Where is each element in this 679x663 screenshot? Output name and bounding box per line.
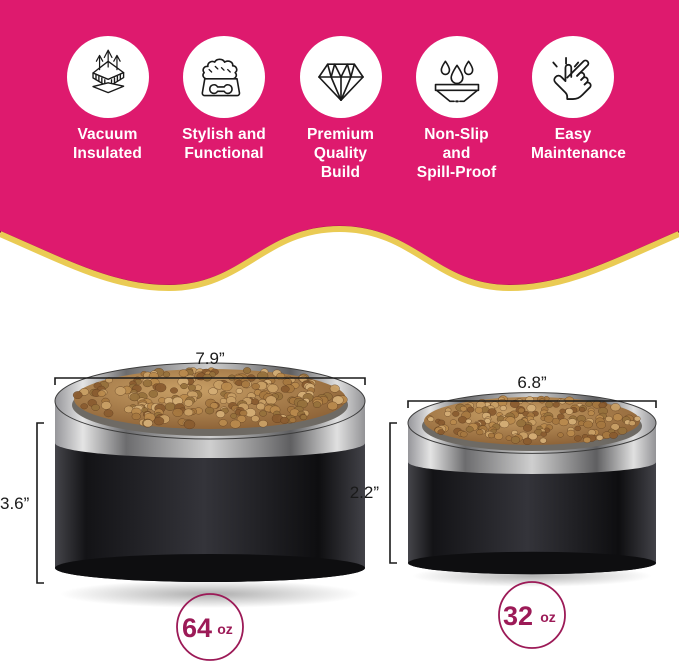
svg-text:32: 32 xyxy=(503,601,533,631)
svg-text:oz: oz xyxy=(540,609,556,625)
svg-text:2.2”: 2.2” xyxy=(350,483,380,502)
svg-text:6.8”: 6.8” xyxy=(517,373,547,392)
